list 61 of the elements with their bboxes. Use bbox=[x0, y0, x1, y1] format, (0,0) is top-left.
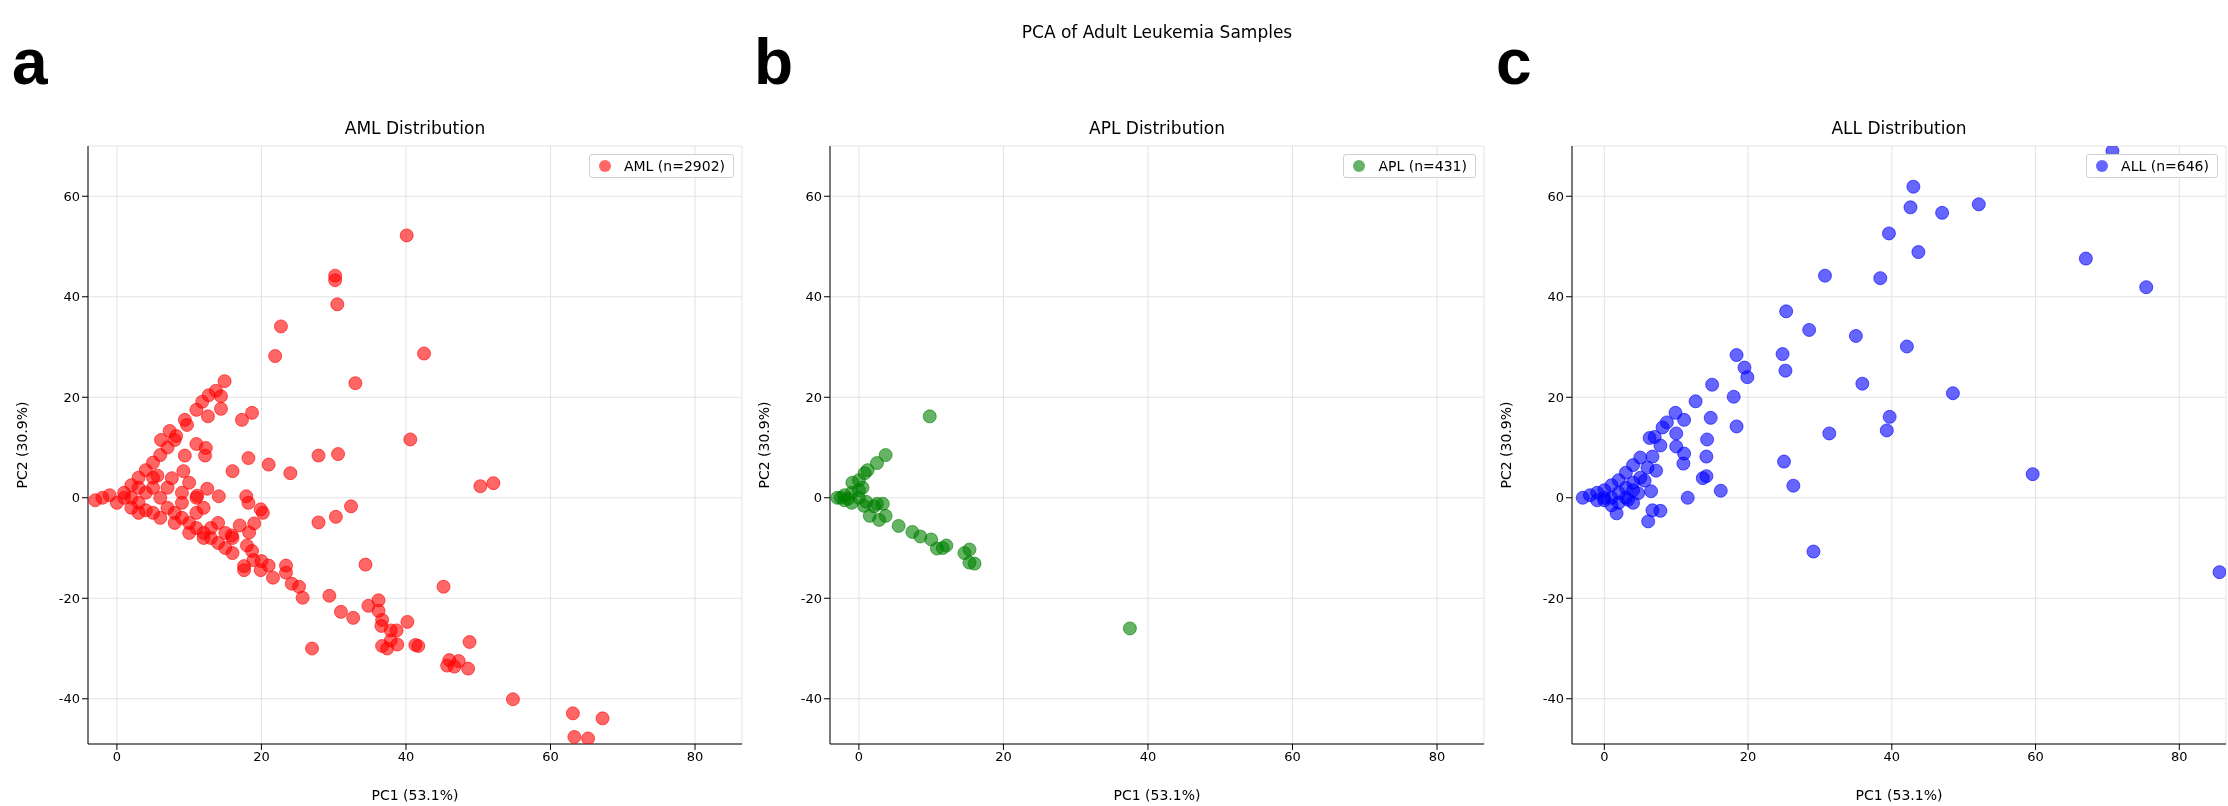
point bbox=[1122, 621, 1137, 636]
legend-label: AML (n=2902) bbox=[623, 158, 725, 174]
y-tick-label: 40 bbox=[805, 289, 822, 305]
point bbox=[891, 518, 906, 533]
x-axis-title: PC1 (53.1%) bbox=[1855, 787, 1943, 803]
x-tick-label: 60 bbox=[1284, 749, 1301, 765]
point bbox=[869, 456, 884, 471]
text: PCA of Adult Leukemia Samples bbox=[1020, 22, 1294, 42]
point bbox=[939, 538, 954, 553]
y-tick-label: -20 bbox=[1542, 590, 1564, 606]
x-tick-label: 60 bbox=[542, 749, 559, 765]
point bbox=[859, 494, 874, 509]
point bbox=[922, 409, 937, 424]
text: b bbox=[754, 26, 794, 98]
chart-title: ALL Distribution bbox=[1830, 118, 1968, 138]
y-tick-label: -20 bbox=[800, 590, 822, 606]
x-tick-label: 0 bbox=[112, 749, 122, 765]
y-tick-label: 60 bbox=[805, 188, 822, 204]
legend-label: APL (n=431) bbox=[1378, 158, 1467, 174]
x-tick-label: 60 bbox=[2027, 749, 2044, 765]
y-tick-label: 20 bbox=[805, 389, 822, 405]
y-tick-label: 60 bbox=[63, 188, 80, 204]
point bbox=[855, 480, 870, 495]
point bbox=[841, 491, 856, 506]
y-tick-label: 20 bbox=[1547, 389, 1564, 405]
x-tick-label: 20 bbox=[995, 749, 1012, 765]
point bbox=[967, 556, 982, 571]
y-axis-title: PC2 (30.9%) bbox=[1497, 401, 1514, 489]
x-tick-label: 80 bbox=[2171, 749, 2188, 765]
y-tick-label: 0 bbox=[1555, 490, 1564, 506]
x-tick-label: 0 bbox=[854, 749, 864, 765]
x-axis-title: PC1 (53.1%) bbox=[371, 787, 459, 803]
y-axis-title: PC2 (30.9%) bbox=[755, 401, 772, 489]
x-tick-label: 40 bbox=[397, 749, 415, 765]
y-tick-label: 40 bbox=[1547, 289, 1564, 305]
chart-title: APL Distribution bbox=[1088, 118, 1226, 138]
text: c bbox=[1496, 26, 1532, 98]
legend-label: ALL (n=646) bbox=[2121, 158, 2209, 174]
point bbox=[862, 508, 877, 523]
x-tick-label: 0 bbox=[1600, 749, 1609, 765]
text: a bbox=[12, 26, 48, 98]
x-tick-label: 20 bbox=[1739, 749, 1757, 765]
point bbox=[878, 448, 893, 463]
point bbox=[962, 542, 977, 557]
y-tick-label: 40 bbox=[63, 289, 80, 305]
x-tick-label: 80 bbox=[686, 749, 704, 765]
y-tick-label: -40 bbox=[800, 691, 822, 707]
chart-title: AML Distribution bbox=[343, 118, 487, 138]
y-axis-title: PC2 (30.9%) bbox=[13, 401, 30, 489]
x-tick-label: 40 bbox=[1883, 749, 1901, 765]
y-tick-label: 0 bbox=[813, 490, 822, 506]
x-tick-label: 80 bbox=[1428, 749, 1446, 765]
x-tick-label: 20 bbox=[253, 749, 270, 765]
y-tick-label: 60 bbox=[1547, 188, 1564, 204]
x-axis-title: PC1 (53.1%) bbox=[1113, 787, 1201, 803]
y-tick-label: -20 bbox=[58, 590, 80, 606]
y-tick-label: -40 bbox=[58, 691, 80, 707]
y-tick-label: 0 bbox=[71, 490, 80, 506]
y-tick-label: 20 bbox=[63, 389, 80, 405]
x-tick-label: 40 bbox=[1139, 749, 1157, 765]
y-tick-label: -40 bbox=[1542, 691, 1564, 707]
